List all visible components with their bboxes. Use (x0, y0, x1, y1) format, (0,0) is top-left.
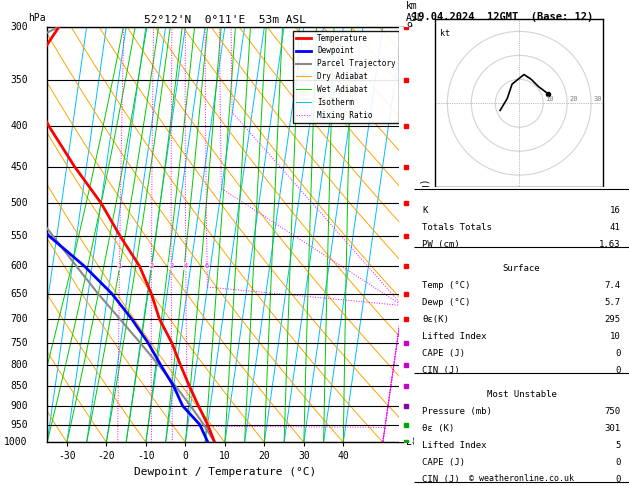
Text: 16: 16 (610, 206, 620, 215)
Text: 20: 20 (569, 96, 578, 102)
Text: 2: 2 (149, 263, 153, 269)
Text: 4: 4 (406, 261, 412, 271)
Text: 500: 500 (10, 198, 28, 208)
Title: 52°12'N  0°11'E  53m ASL: 52°12'N 0°11'E 53m ASL (144, 15, 306, 25)
Text: © weatheronline.co.uk: © weatheronline.co.uk (469, 474, 574, 483)
Text: 0: 0 (615, 475, 620, 484)
Text: 3: 3 (169, 263, 174, 269)
Text: 0: 0 (615, 349, 620, 358)
Text: 400: 400 (10, 121, 28, 131)
Text: 2: 2 (406, 360, 412, 370)
Text: 450: 450 (10, 162, 28, 172)
Text: km
ASL: km ASL (406, 1, 424, 22)
Text: 1000: 1000 (4, 437, 28, 447)
Text: 301: 301 (604, 424, 620, 433)
Text: Temp (°C): Temp (°C) (423, 280, 471, 290)
Text: hPa: hPa (28, 13, 45, 22)
Text: 800: 800 (10, 360, 28, 370)
Text: Dewp (°C): Dewp (°C) (423, 297, 471, 307)
Text: 750: 750 (10, 338, 28, 348)
Text: Most Unstable: Most Unstable (486, 390, 557, 399)
Text: 950: 950 (10, 419, 28, 430)
Text: θε(K): θε(K) (423, 314, 449, 324)
Text: 10: 10 (545, 96, 554, 102)
Text: 750: 750 (604, 407, 620, 416)
Text: 1: 1 (118, 263, 121, 269)
Text: LCL: LCL (406, 437, 424, 447)
Text: 550: 550 (10, 231, 28, 241)
Text: 350: 350 (10, 75, 28, 85)
Text: CIN (J): CIN (J) (423, 366, 460, 375)
Text: 600: 600 (10, 261, 28, 271)
Text: Pressure (mb): Pressure (mb) (423, 407, 493, 416)
Text: 1.63: 1.63 (599, 240, 620, 249)
Text: 30: 30 (594, 96, 602, 102)
Text: 19.04.2024  12GMT  (Base: 12): 19.04.2024 12GMT (Base: 12) (412, 12, 593, 22)
Text: 300: 300 (10, 22, 28, 32)
Text: 41: 41 (610, 223, 620, 232)
Text: 10: 10 (610, 332, 620, 341)
Text: 5.7: 5.7 (604, 297, 620, 307)
Text: 700: 700 (10, 314, 28, 324)
Text: kt: kt (440, 29, 450, 38)
Text: Lifted Index: Lifted Index (423, 332, 487, 341)
Text: Lifted Index: Lifted Index (423, 441, 487, 450)
Text: K: K (423, 206, 428, 215)
Text: Surface: Surface (503, 263, 540, 273)
Text: 650: 650 (10, 289, 28, 298)
Text: θε (K): θε (K) (423, 424, 455, 433)
Text: PW (cm): PW (cm) (423, 240, 460, 249)
Text: CIN (J): CIN (J) (423, 475, 460, 484)
Text: Totals Totals: Totals Totals (423, 223, 493, 232)
Text: 7.4: 7.4 (604, 280, 620, 290)
X-axis label: Dewpoint / Temperature (°C): Dewpoint / Temperature (°C) (134, 467, 316, 477)
Text: 1: 1 (406, 381, 412, 391)
Text: 850: 850 (10, 381, 28, 391)
Text: 900: 900 (10, 401, 28, 411)
Text: 7: 7 (406, 121, 412, 131)
Text: CAPE (J): CAPE (J) (423, 349, 465, 358)
Text: 295: 295 (604, 314, 620, 324)
Text: 8: 8 (406, 75, 412, 85)
Text: 0: 0 (615, 366, 620, 375)
Text: 0: 0 (615, 458, 620, 467)
Text: CAPE (J): CAPE (J) (423, 458, 465, 467)
Text: 6: 6 (205, 263, 209, 269)
Text: 9: 9 (406, 22, 412, 32)
Text: 3: 3 (406, 314, 412, 324)
Legend: Temperature, Dewpoint, Parcel Trajectory, Dry Adiabat, Wet Adiabat, Isotherm, Mi: Temperature, Dewpoint, Parcel Trajectory… (292, 31, 399, 122)
Text: Mixing Ratio (g/kg): Mixing Ratio (g/kg) (421, 179, 431, 290)
Text: 5: 5 (615, 441, 620, 450)
Text: 4: 4 (184, 263, 188, 269)
